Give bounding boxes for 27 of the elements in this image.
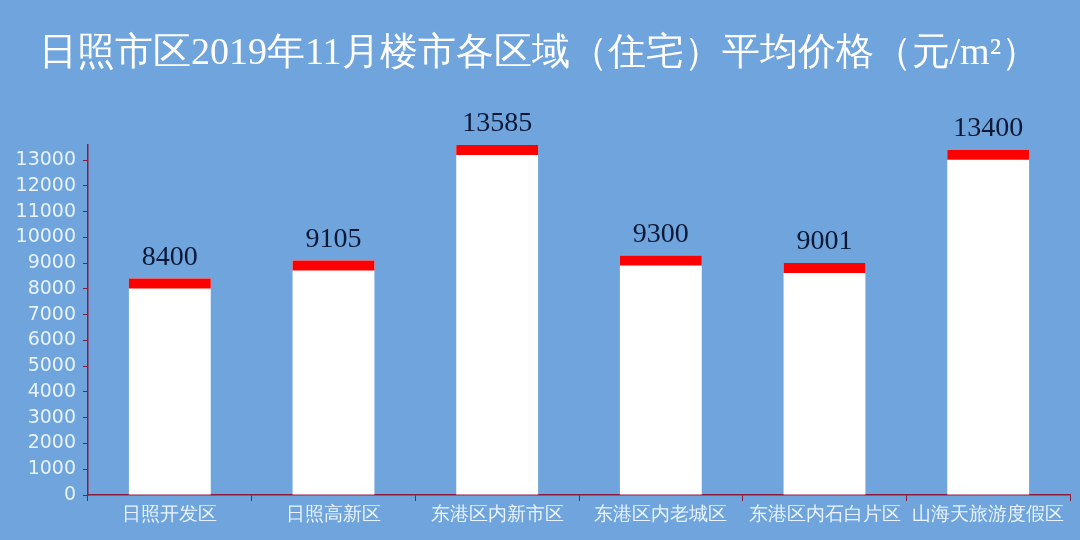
x-tick-label: 日照开发区	[122, 502, 218, 525]
x-tick-label: 山海天旅游度假区	[912, 502, 1065, 525]
y-tick-label: 6000	[27, 327, 76, 350]
y-tick-label: 8000	[27, 275, 76, 298]
chart-title: 日照市区2019年11月楼市各区域（住宅）平均价格（元/m²）	[38, 29, 1040, 72]
y-tick-label: 7000	[27, 301, 76, 324]
data-label: 13585	[462, 106, 533, 138]
data-label: 13400	[953, 111, 1024, 143]
y-tick-label: 10000	[15, 224, 76, 247]
x-tick-label: 日照高新区	[286, 502, 381, 525]
y-tick-label: 3000	[27, 404, 76, 427]
data-label: 9300	[632, 216, 689, 248]
x-tick-label: 东港区内老城区	[594, 502, 728, 525]
data-label: 8400	[141, 239, 198, 271]
y-tick-label: 11000	[15, 198, 76, 221]
y-tick-label: 5000	[27, 353, 76, 376]
data-label: 9105	[305, 221, 362, 253]
y-tick-label: 4000	[27, 378, 76, 401]
y-tick-label: 12000	[15, 172, 76, 195]
y-tick-label: 9000	[27, 250, 76, 273]
y-tick-label: 13000	[15, 147, 76, 169]
data-label: 9001	[796, 224, 853, 256]
y-tick-label: 0	[63, 481, 76, 504]
y-tick-label: 1000	[27, 456, 76, 479]
y-tick-label: 2000	[27, 430, 76, 453]
x-tick-label: 东港区内新市区	[430, 502, 564, 525]
x-tick-label: 东港区内石白片区	[748, 502, 901, 525]
